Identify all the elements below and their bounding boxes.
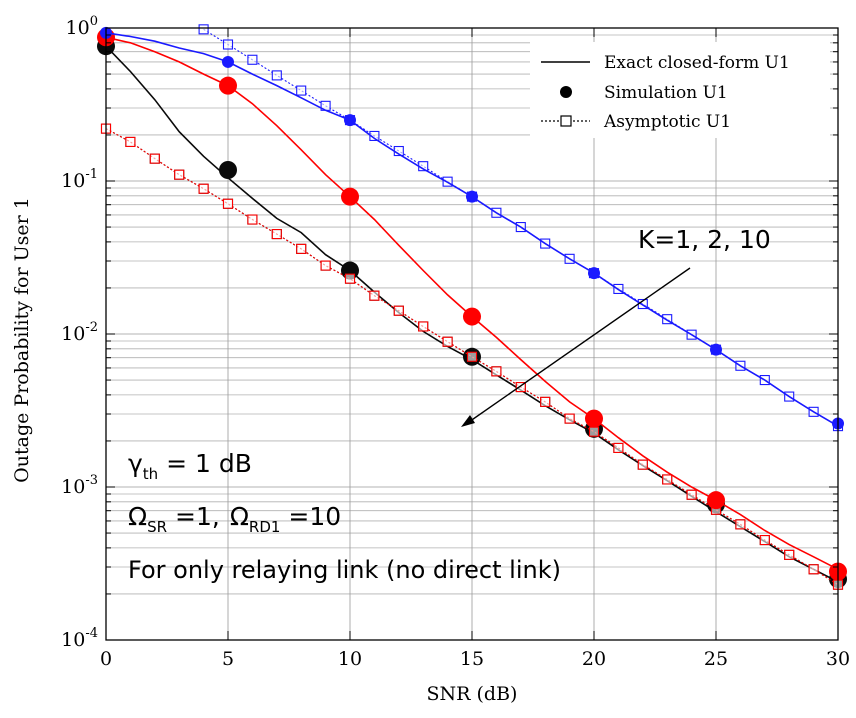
series-group: [100, 24, 844, 432]
x-tick-label: 15: [460, 648, 484, 670]
series-group: [97, 28, 847, 590]
asymptotic-marker: [296, 243, 307, 254]
asymptotic-marker: [564, 413, 575, 424]
x-tick-label: 25: [704, 648, 728, 670]
simulation-point: [466, 190, 478, 203]
simulation-point: [219, 76, 237, 95]
simulation-point: [222, 55, 234, 68]
simulation-point: [707, 491, 725, 510]
asymptotic-marker: [198, 183, 209, 194]
k-label: K=1, 2, 10: [638, 225, 771, 254]
legend-asymptotic-label: Asymptotic U1: [603, 112, 731, 132]
asymptotic-marker: [125, 136, 136, 147]
legend-simulation-label: Simulation U1: [604, 83, 728, 103]
y-tick-label: 10-2: [61, 320, 98, 345]
asymptotic-marker: [662, 314, 673, 325]
gamma-annotation: γth = 1 dB: [128, 449, 252, 483]
asymptotic-marker: [784, 549, 795, 560]
x-tick-label: 5: [222, 648, 234, 670]
asymptotic-marker: [222, 39, 234, 50]
x-axis-label: SNR (dB): [427, 683, 518, 705]
simulation-point: [219, 161, 237, 180]
asymptotic-marker: [247, 214, 258, 225]
x-tick-label: 20: [582, 648, 606, 670]
asymptotic-marker: [515, 382, 526, 393]
asymptotic-marker: [491, 366, 502, 377]
asymptotic-marker: [296, 85, 307, 96]
asymptotic-marker: [320, 260, 331, 271]
x-tick-label: 10: [338, 648, 362, 670]
asymptotic-marker: [174, 169, 185, 180]
asymptotic-marker: [418, 321, 429, 332]
asymptotic-marker: [662, 474, 673, 485]
series-layer: [97, 24, 847, 590]
legend-asymptotic-marker: [560, 115, 572, 127]
legend: Exact closed-form U1 Simulation U1 Asymp…: [530, 42, 830, 138]
legend-simulation-marker: [560, 86, 572, 98]
asymptotic-marker: [466, 351, 478, 362]
k-arrow-head: [461, 415, 475, 427]
x-tick-label: 30: [826, 648, 850, 670]
y-tick-label: 10-3: [61, 473, 98, 498]
y-tick-label: 10-4: [61, 626, 98, 651]
asymptotic-marker: [735, 519, 746, 530]
y-tick-label: 100: [66, 14, 98, 39]
grid-lines: [105, 28, 839, 641]
legend-exact-label: Exact closed-form U1: [604, 53, 790, 73]
y-axis-label: Outage Probability for User 1: [11, 197, 33, 483]
k-annotation: K=1, 2, 10: [461, 225, 771, 427]
k-arrow-line: [465, 267, 691, 425]
asymptotic-marker: [369, 290, 380, 301]
asymptotic-marker: [540, 396, 551, 407]
asymptotic-marker: [271, 229, 282, 240]
y-tick-label: 10-1: [61, 167, 98, 192]
x-tick-label: 0: [100, 648, 112, 670]
asymptotic-marker: [637, 459, 648, 470]
axis-ticks: 0 5 10 15 20 25 30 100 10-1 10-2 10-3 10-4: [61, 14, 850, 670]
simulation-point: [710, 343, 722, 356]
asymptotic-marker: [247, 54, 258, 65]
relay-note: For only relaying link (no direct link): [128, 556, 561, 584]
asymptotic-marker: [344, 273, 356, 284]
asymptotic-marker: [222, 198, 234, 209]
simulation-point: [463, 307, 481, 326]
asymptotic-marker: [808, 564, 819, 575]
asymptotic-marker: [442, 336, 453, 347]
asymptotic-marker: [613, 442, 624, 453]
simulation-point: [585, 409, 603, 428]
asymptotic-marker: [588, 426, 600, 437]
simulation-point: [344, 114, 356, 127]
asymptotic-marker: [759, 535, 770, 546]
asymptotic-marker: [149, 153, 160, 164]
simulation-point: [341, 187, 359, 206]
asymptotic-marker: [271, 70, 282, 81]
asymptotic-marker: [686, 489, 697, 500]
asymptotic-marker: [393, 305, 404, 316]
omega-annotation: ΩSR =1, ΩRD1 =10: [128, 502, 341, 536]
asymptotic-marker: [198, 24, 209, 35]
parameter-annotations: γth = 1 dB ΩSR =1, ΩRD1 =10 For only rela…: [128, 449, 561, 584]
simulation-point: [588, 267, 600, 280]
legend-box: [530, 42, 830, 138]
